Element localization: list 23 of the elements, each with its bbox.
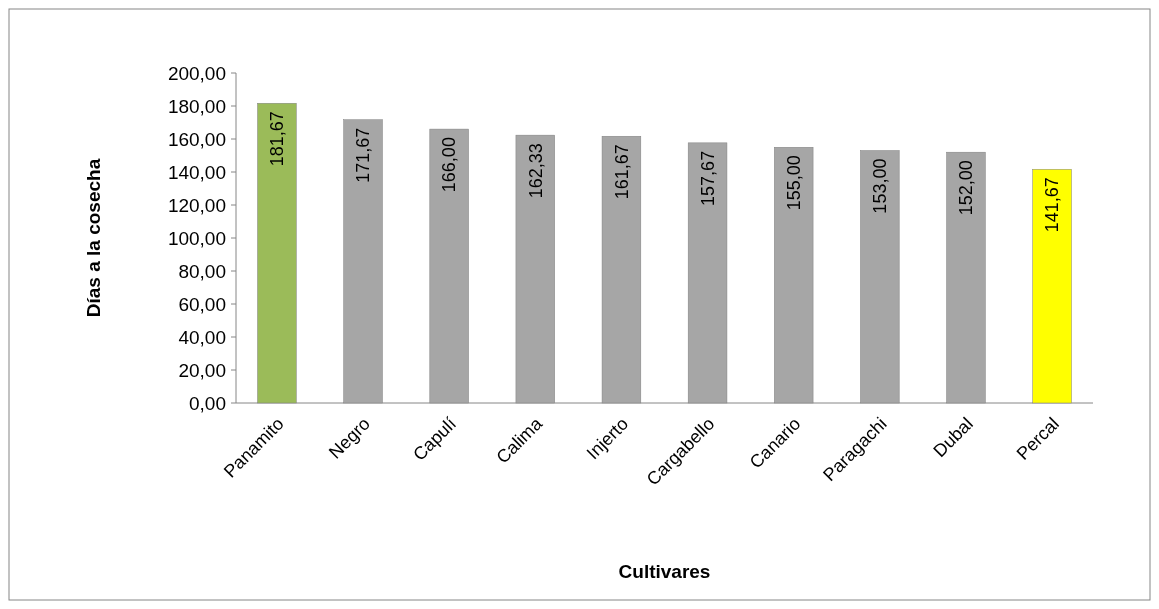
data-label: 153,00 [870, 158, 891, 214]
y-tick-label: 40,00 [178, 326, 226, 348]
data-label: 157,67 [697, 150, 718, 206]
y-tick-label: 160,00 [167, 128, 226, 150]
data-label: 141,67 [1042, 177, 1063, 233]
data-label: 155,00 [784, 155, 804, 211]
x-axis-title: Cultivares [618, 561, 711, 582]
data-label: 171,67 [353, 127, 374, 183]
data-label: 152,00 [956, 160, 977, 216]
y-tick-label: 20,00 [178, 359, 226, 381]
data-label: 166,00 [439, 137, 460, 193]
data-label: 162,33 [525, 143, 546, 199]
y-axis-title: Días a la cosecha [83, 158, 104, 318]
y-tick-label: 100,00 [167, 227, 226, 249]
y-tick-label: 60,00 [178, 293, 226, 315]
data-label: 181,67 [267, 111, 288, 167]
y-tick-label: 120,00 [167, 194, 226, 216]
data-label: 161,67 [611, 144, 632, 200]
y-tick-label: 0,00 [189, 392, 226, 414]
y-tick-label: 180,00 [167, 95, 226, 117]
y-tick-label: 80,00 [178, 260, 226, 282]
y-tick-label: 140,00 [167, 161, 226, 183]
y-tick-label: 200,00 [167, 62, 226, 84]
